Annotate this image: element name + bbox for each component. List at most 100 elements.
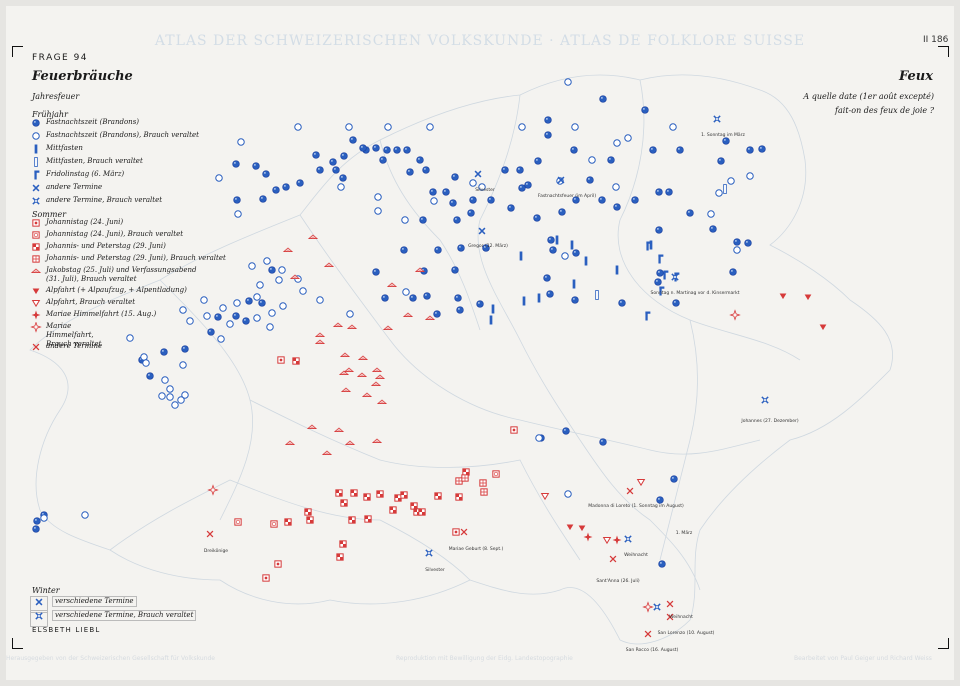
dot-filled-blue-marker — [372, 144, 380, 152]
map-title-fr: Feux — [899, 69, 933, 84]
place-label: 1. März — [675, 531, 693, 536]
dot-filled-blue-marker — [457, 244, 465, 252]
tri-hatch-red-icon — [30, 266, 42, 281]
flag-blue-marker — [659, 286, 665, 296]
legend-label: Mariae Himmelfahrt, Brauch veraltet — [46, 322, 102, 348]
legend-item: Jakobstag (25. Juli) und Verfassungsaben… — [30, 266, 206, 283]
tri-open-red-marker — [540, 493, 550, 501]
dot-open-blue-marker — [564, 490, 572, 498]
dot-open-blue-marker — [158, 392, 166, 400]
dot-filled-blue-marker — [547, 236, 555, 244]
dot-filled-blue-marker — [451, 266, 459, 274]
legend-item: verschiedene Termine, Brauch veraltet — [30, 610, 197, 627]
bar-filled-blue-marker — [584, 256, 588, 266]
dot-open-blue-marker — [535, 434, 543, 442]
crop-mark — [938, 46, 949, 57]
dot-filled-blue-marker — [379, 156, 387, 164]
dot-filled-blue-marker — [631, 196, 639, 204]
x-red-icon — [30, 342, 42, 357]
dot-filled-blue-marker — [242, 317, 250, 325]
legend-label: Alpfahrt, Brauch veraltet — [46, 298, 136, 306]
dot-open-blue-marker — [171, 401, 179, 409]
x-circled-blue-icon — [30, 610, 48, 627]
bar-open-blue-marker — [595, 290, 599, 300]
dot-filled-blue-marker — [456, 306, 464, 314]
tri-hatch-red-marker — [356, 372, 368, 377]
dot-open-blue-marker — [275, 276, 283, 284]
dot-filled-blue-marker — [613, 203, 621, 211]
internal-border — [299, 214, 521, 421]
legend-item: Johannistag (24. Juni) — [30, 218, 123, 230]
dot-filled-blue-marker — [381, 294, 389, 302]
country-border — [29, 74, 893, 645]
dot-filled-blue-marker — [232, 160, 240, 168]
dot-filled-blue-marker — [686, 209, 694, 217]
legend-heading-summer: Sommer — [32, 210, 67, 219]
legend-label: Mittfasten, Brauch veraltet — [46, 157, 143, 165]
dot-filled-blue-marker — [672, 299, 680, 307]
tri-hatch-red-marker — [346, 324, 358, 329]
legend-label: verschiedene Termine — [52, 596, 137, 607]
dot-open-blue-marker — [219, 304, 227, 312]
place-label: Silvester — [425, 568, 445, 573]
dot-filled-blue-marker — [383, 146, 391, 154]
dot-open-blue-marker — [374, 207, 382, 215]
dot-filled-blue-marker — [400, 246, 408, 254]
legend-label: Mariae Himmelfahrt (15. Aug.) — [46, 310, 157, 318]
dot-filled-blue-marker — [516, 166, 524, 174]
legend-item: Johannistag (24. Juni), Brauch veraltet — [30, 230, 183, 242]
dot-filled-blue-marker — [393, 146, 401, 154]
legend-label: Fridolinstag (6. März) — [46, 170, 125, 178]
dot-filled-blue-marker — [518, 184, 526, 192]
legend-item: verschiedene Termine — [30, 596, 137, 613]
dot-open-blue-marker — [624, 134, 632, 142]
dot-filled-blue-marker — [476, 300, 484, 308]
x-circled-blue-icon — [30, 196, 42, 211]
sq-grid-red-marker — [461, 474, 469, 482]
dot-filled-blue-marker — [534, 157, 542, 165]
dot-filled-blue-marker — [282, 183, 290, 191]
internal-border — [159, 279, 254, 521]
sq-grid-red-icon — [30, 254, 42, 269]
dot-filled-blue-marker — [467, 209, 475, 217]
dot-filled-blue-marker — [544, 131, 552, 139]
legend-label: andere Termine, Brauch veraltet — [46, 196, 163, 204]
dot-filled-blue-marker — [422, 166, 430, 174]
dot-filled-blue-marker — [160, 348, 168, 356]
legend-heading-winter: Winter — [32, 586, 60, 595]
map-subtitle-de: Jahresfeuer — [32, 92, 80, 101]
dot-filled-blue-marker — [272, 186, 280, 194]
dot-open-blue-marker — [299, 287, 307, 295]
dot-open-blue-marker — [233, 299, 241, 307]
legend-item: Mariae Himmelfahrt (15. Aug.) — [30, 310, 156, 322]
dot-open-blue-marker — [374, 193, 382, 201]
atlas-title: ATLAS DER SCHWEIZERISCHEN VOLKSKUNDE · A… — [154, 33, 806, 49]
dot-open-blue-marker — [561, 252, 569, 260]
dot-open-blue-marker — [200, 296, 208, 304]
tri-hatch-red-marker — [382, 325, 394, 330]
internal-border — [579, 439, 701, 591]
sq-quarter-red-marker — [292, 357, 300, 365]
dot-open-blue-marker — [226, 320, 234, 328]
bar-filled-blue-marker — [570, 240, 574, 250]
dot-filled-blue-marker — [259, 195, 267, 203]
dot-open-blue-marker — [715, 189, 723, 197]
dot-filled-blue-marker — [670, 475, 678, 483]
dot-filled-blue-marker — [586, 176, 594, 184]
footer-reproduction: Reproduktion mit Bewilligung der Eidg. L… — [396, 655, 573, 662]
bar-open-blue-icon — [30, 157, 42, 172]
tri-open-red-marker — [602, 537, 612, 545]
tri-filled-red-marker — [779, 293, 787, 300]
dot-open-blue-marker — [253, 293, 261, 301]
legend-item: andere Termine, Brauch veraltet — [30, 196, 162, 208]
dot-filled-blue-marker — [181, 345, 189, 353]
legend-label: Jakobstag (25. Juli) und Verfassungsaben… — [46, 266, 197, 283]
dot-filled-blue-marker — [665, 188, 673, 196]
dot-filled-blue-marker — [729, 268, 737, 276]
tri-open-red-icon — [30, 298, 42, 313]
dot-open-blue-marker — [612, 183, 620, 191]
dot-filled-blue-marker — [332, 166, 340, 174]
legend-item: Mittfasten — [30, 144, 83, 156]
dot-open-blue-marker — [588, 156, 596, 164]
crop-mark — [12, 638, 23, 649]
